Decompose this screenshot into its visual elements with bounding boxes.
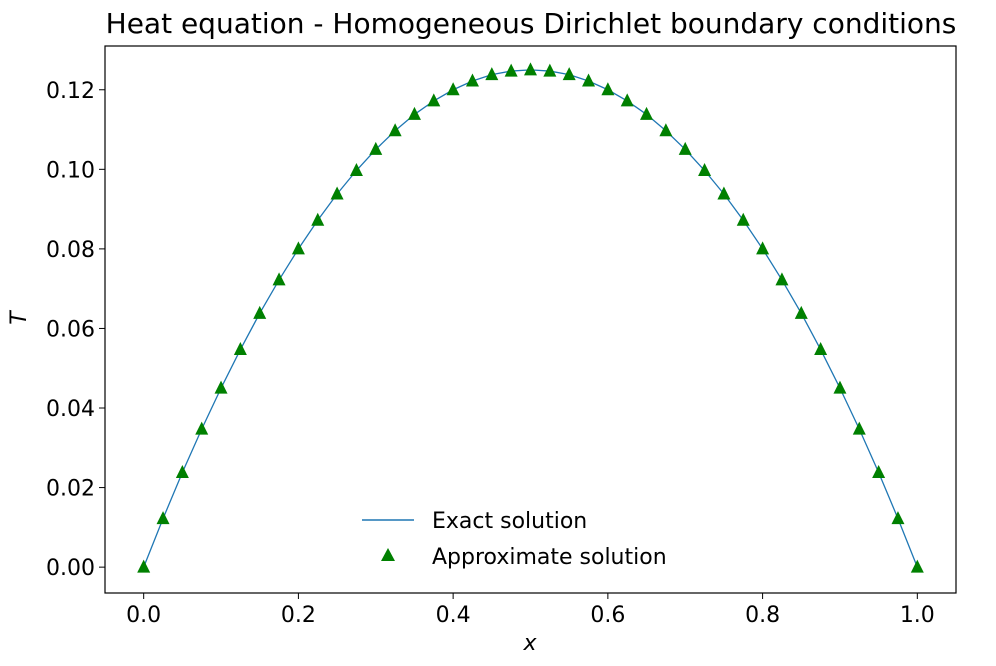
approx-solution-marker (601, 82, 615, 96)
plot-area (104, 45, 957, 594)
legend-triangle-swatch (381, 548, 395, 561)
approx-solution-marker (678, 141, 692, 155)
plot-frame (104, 45, 957, 594)
approx-solution-marker (775, 272, 789, 286)
x-tick-label: 0.2 (281, 603, 316, 628)
approx-solution-marker (349, 163, 363, 177)
y-tick-label: 0.02 (46, 477, 95, 502)
x-tick-label: 0.4 (436, 603, 471, 628)
approx-solution-marker (214, 380, 228, 394)
approx-solution-marker (311, 212, 325, 226)
approx-solution-marker (175, 464, 189, 478)
approx-solution-marker (233, 342, 247, 356)
approx-solution-marker (736, 212, 750, 226)
approx-solution-marker (407, 106, 421, 120)
x-axis-label: x (522, 631, 537, 656)
approx-solution-marker (756, 241, 770, 255)
y-tick-label: 0.06 (46, 317, 95, 342)
approx-solution-marker (291, 241, 305, 255)
x-tick-label: 1.0 (900, 603, 935, 628)
legend-label-approx: Approximate solution (432, 545, 667, 570)
approx-solution-marker (524, 62, 537, 76)
approx-solution-marker (485, 67, 499, 81)
legend: Exact solution Approximate solution (362, 509, 667, 570)
y-tick-label: 0.04 (46, 397, 95, 422)
approx-solution-marker (794, 305, 808, 319)
x-tick-label: 0.0 (126, 603, 161, 628)
approx-solution-marker (872, 464, 886, 478)
approx-solution-marker (620, 93, 634, 107)
approx-solution-marker (562, 67, 576, 81)
approx-solution-marker (137, 559, 151, 573)
y-axis-ticks: 0.00 0.02 0.04 0.06 0.08 0.10 0.12 (46, 79, 105, 581)
approx-solution-marker (156, 511, 170, 525)
approx-solution-marker (659, 123, 673, 137)
legend-label-exact: Exact solution (432, 509, 587, 534)
approx-solution-marker (543, 63, 557, 77)
approx-solution-marker (833, 380, 847, 394)
approx-solution-marker (465, 73, 479, 87)
approx-solution-marker (427, 93, 441, 107)
approx-solution-marker (698, 163, 712, 177)
approx-solution-marker (582, 73, 596, 87)
approx-solution-marker (330, 186, 344, 200)
approx-solution-marker (640, 106, 654, 120)
approx-solution-marker (891, 511, 905, 525)
series-layer (137, 62, 924, 573)
y-tick-label: 0.10 (46, 158, 95, 183)
chart-title: Heat equation - Homogeneous Dirichlet bo… (106, 7, 957, 40)
approx-solution-marker (272, 272, 286, 286)
approx-solution-marker (717, 186, 731, 200)
approx-solution-marker (388, 123, 402, 137)
approx-solution-marker (504, 63, 518, 77)
y-axis-label: T (7, 310, 32, 325)
approx-solution-marker (446, 82, 460, 96)
approx-solution-marker (852, 421, 866, 435)
y-tick-label: 0.00 (46, 556, 95, 581)
x-tick-label: 0.8 (745, 603, 780, 628)
approx-solution-marker (910, 559, 924, 573)
approx-solution-marker (369, 141, 383, 155)
x-axis-ticks: 0.0 0.2 0.4 0.6 0.8 1.0 (126, 593, 935, 628)
x-tick-label: 0.6 (590, 603, 625, 628)
approx-solution-marker (195, 421, 209, 435)
y-tick-label: 0.12 (46, 79, 95, 104)
approx-solution-marker (814, 342, 828, 356)
approx-solution-marker (253, 305, 267, 319)
y-tick-label: 0.08 (46, 238, 95, 263)
